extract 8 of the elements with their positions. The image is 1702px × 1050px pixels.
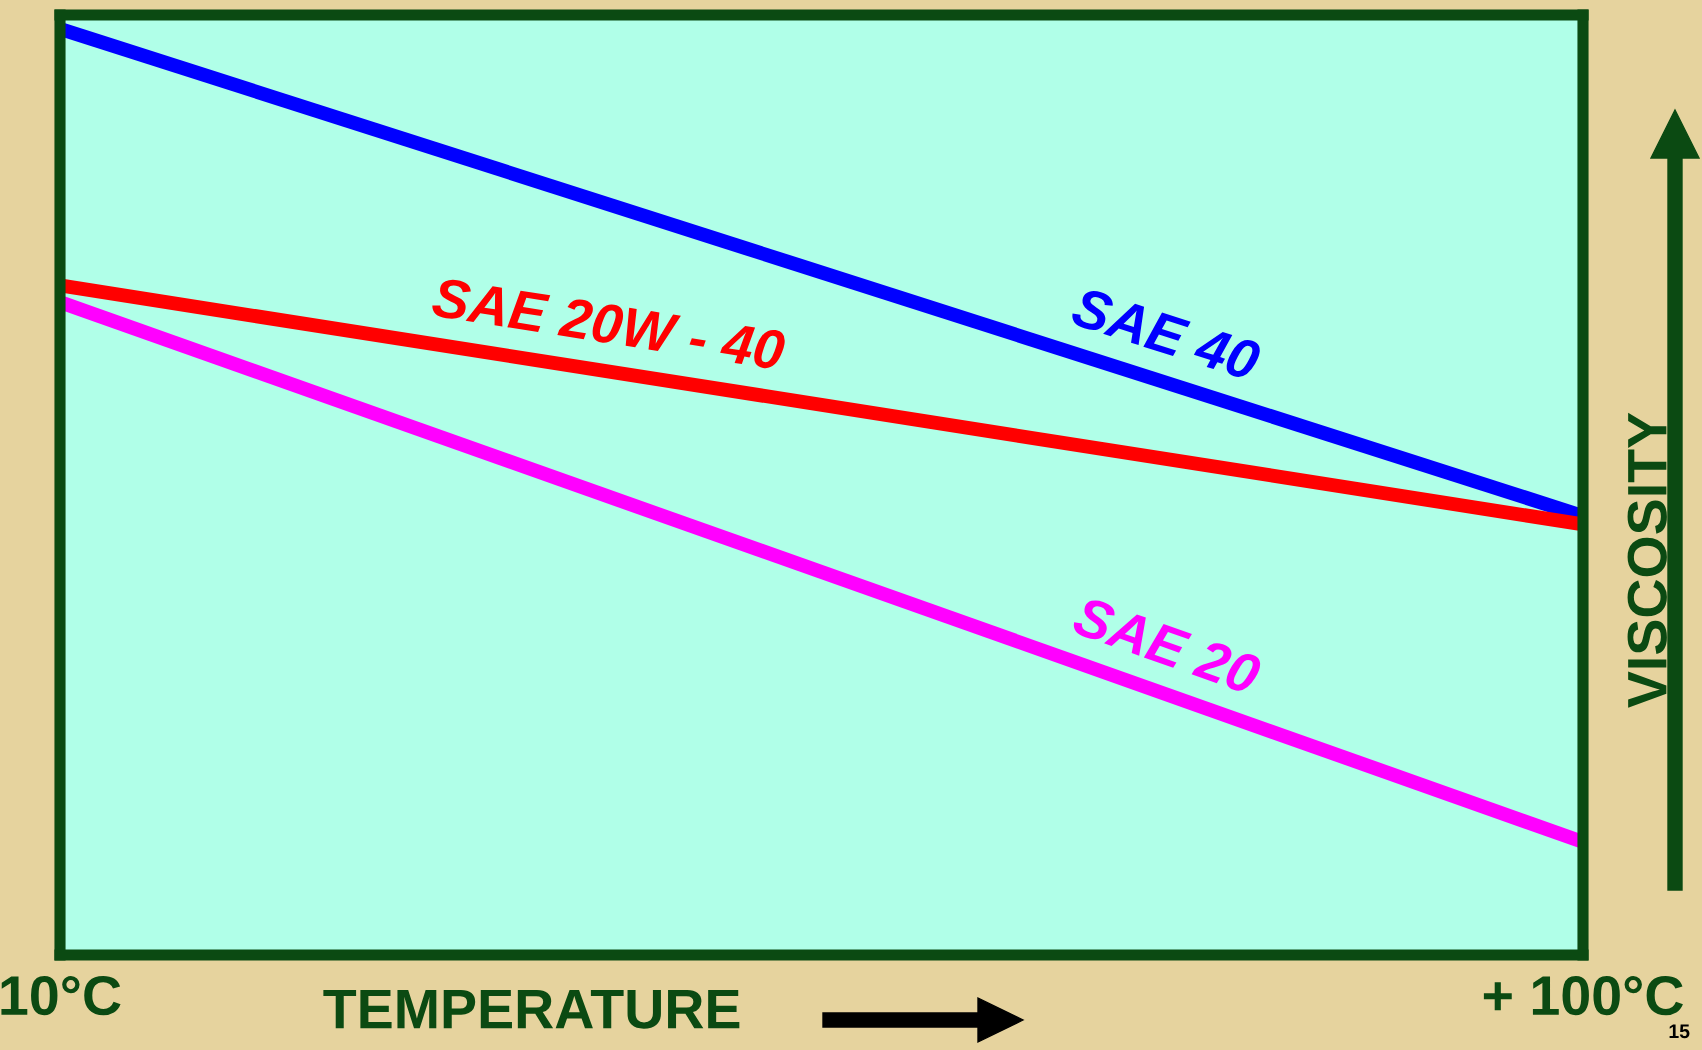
y-axis-title: VISCOSITY <box>1627 412 1667 708</box>
text: SAE 20 <box>1070 594 1264 696</box>
text: SAE 20W - 40 <box>430 276 787 371</box>
text: SAE 40 <box>1069 286 1263 382</box>
x-tick-label: + 100°C <box>1483 975 1683 1016</box>
text: 15 <box>1669 1024 1690 1039</box>
x-axis-title: TEMPERATURE <box>323 989 740 1029</box>
x-tick-label: 10°C <box>1 975 121 1016</box>
